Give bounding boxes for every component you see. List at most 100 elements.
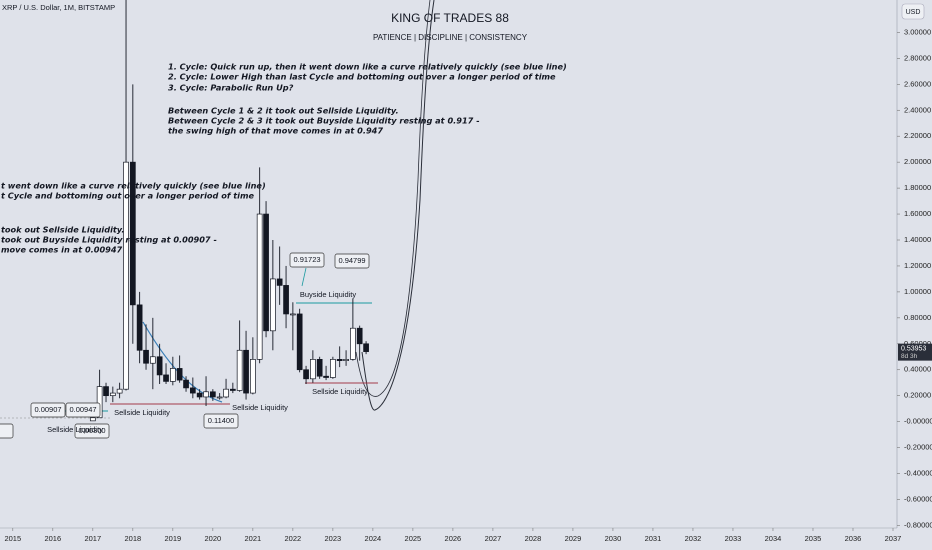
candles [89,0,369,422]
candle-body [336,359,343,361]
annotation: Sellside Liquidity [232,403,288,412]
note-text: 1. Cycle: Quick run up, then it went dow… [168,62,567,72]
y-tick-label: 0.80000 [904,313,931,322]
y-tick-label: 2.40000 [904,105,931,114]
candle-body [363,343,369,352]
x-tick-label: 2023 [325,534,342,543]
x-tick-label: 2027 [485,534,502,543]
currency-button[interactable] [901,3,925,20]
candle-body [143,349,149,364]
candle-body [216,396,223,399]
y-tick-label: -0.60000 [904,494,932,503]
x-tick-label: 2028 [525,534,542,543]
candle-body [230,388,236,391]
candle-body [250,359,256,394]
candle-body [316,359,323,377]
annotation: 0.00947 [69,405,96,414]
candle-body [256,213,263,360]
note-text: Between Cycle 1 & 2 it took out Sellside… [168,106,399,116]
candle-body [89,417,96,422]
candle-body [296,313,303,371]
candle-body [356,327,363,345]
candle-body [189,387,196,394]
candle-body [156,356,163,376]
chart-subtitle: PATIENCE | DISCIPLINE | CONSISTENCY [373,33,528,42]
price-tag-countdown: 8d 3h [901,353,918,360]
candle-body [96,386,103,419]
candle-body [109,392,116,397]
currency-label[interactable]: USD [906,9,921,16]
note-text: t Cycle and bottoming out over a longer … [1,191,254,201]
annotation: Sellside Liquidity [312,387,368,396]
note-text: the swing high of that move comes in at … [168,126,383,136]
label-box [203,413,239,429]
candle-body [330,359,336,378]
y-tick-label: 1.60000 [904,209,931,218]
x-tick-label: 2025 [405,534,422,543]
candle-body [103,386,109,397]
y-tick-label: 0.40000 [904,365,931,374]
x-tick-label: 2030 [605,534,622,543]
x-tick-label: 2018 [124,534,141,543]
candle-body [283,285,289,315]
x-tick-label: 2029 [565,534,582,543]
note-text: took out Sellside Liquidity. [1,225,124,235]
x-tick-label: 2016 [44,534,61,543]
x-tick-label: 2033 [725,534,742,543]
note-text: Between Cycle 2 & 3 it took out Buyside … [168,116,480,126]
y-tick-label: 0.20000 [904,391,931,400]
x-tick-label: 2019 [164,534,181,543]
x-tick-label: 2032 [685,534,702,543]
candle-body [263,213,269,332]
candle-body [236,349,243,391]
y-tick-label: 3.00000 [904,27,931,36]
candle-body [149,356,156,364]
x-tick-label: 2026 [445,534,462,543]
x-tick-label: 2035 [805,534,822,543]
candle-body [196,392,203,398]
candle-body [129,161,136,306]
projection-curve [355,0,431,397]
annotation: 0.00907 [34,405,61,414]
note-text: t went down like a curve relatively quic… [1,181,266,191]
y-tick-label: -0.40000 [904,468,932,477]
y-tick-label: -0.20000 [904,443,932,452]
x-tick-label: 2031 [645,534,662,543]
candle-body [209,391,216,398]
note-text: took out Buyside Liquidity resting at 0.… [1,235,217,245]
annotation: Sellside Liquidity [114,408,170,417]
candle-body [310,359,316,380]
y-tick-label: 2.00000 [904,157,931,166]
label-box [289,252,325,268]
label-box [334,253,370,269]
price-scale [897,0,932,550]
candle-body [303,369,309,380]
candle-body [276,278,283,286]
candle-body [323,375,329,378]
label-box [65,402,101,418]
x-tick-label: 2020 [205,534,222,543]
pointer [301,267,307,287]
annotation: 0.11400 [208,416,235,425]
candle-body [123,161,129,390]
candle-body [183,379,189,389]
y-tick-label: 1.40000 [904,235,931,244]
candle-body [243,349,249,394]
annotation: 0.94799 [338,256,365,265]
candle-body [270,278,276,332]
note-text: 2. Cycle: Lower High than last Cycle and… [168,72,556,82]
y-tick-label: 1.80000 [904,183,931,192]
note-text: move comes in at 0.00947 [1,245,123,255]
label-box [30,402,66,418]
candle-body [176,368,183,381]
note-text: 3. Cycle: Parabolic Run Up? [168,83,294,93]
y-tick-label: 1.00000 [904,287,931,296]
x-tick-label: 2037 [885,534,902,543]
price-tag [898,343,932,361]
chart-title: KING OF TRADES 88 [391,11,509,25]
projection-curve [361,0,435,411]
candle-body [169,368,176,382]
label-box [0,423,14,439]
candle-body [136,304,143,351]
annotation: Sellside Liquidity [47,425,103,434]
